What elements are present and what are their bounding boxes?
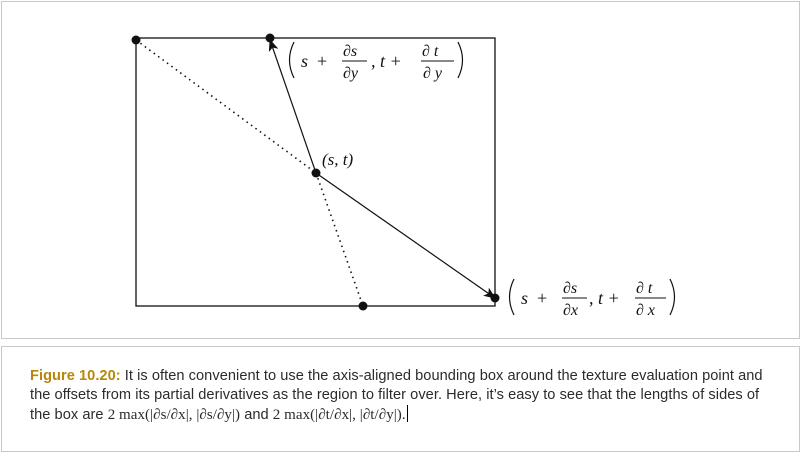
point-dx-end bbox=[490, 293, 500, 303]
label-right-num2: ∂ t bbox=[636, 280, 653, 297]
caption-and-text: and bbox=[244, 407, 269, 423]
label-top-num2: ∂ t bbox=[422, 43, 439, 60]
paren-left-top bbox=[288, 41, 295, 79]
label-top-formula: s + ∂s ∂y , t + ∂ t ∂ y bbox=[288, 41, 464, 82]
label-top-comma-t: , t + bbox=[371, 51, 402, 71]
point-bottom-edge bbox=[358, 301, 368, 311]
bounding-box-diagram: (s, t) s + ∂s ∂y , t + ∂ t ∂ y s + ∂s ∂x… bbox=[131, 33, 676, 319]
corner-point-top-left bbox=[131, 35, 141, 45]
arrow-dx bbox=[315, 172, 496, 299]
paren-left-right bbox=[508, 278, 515, 316]
label-right-s: s bbox=[521, 288, 528, 308]
label-right-plus: + bbox=[537, 288, 547, 308]
label-right-den2: ∂ x bbox=[636, 302, 655, 319]
point-dy-end bbox=[265, 33, 275, 43]
label-right-formula: s + ∂s ∂x , t + ∂ t ∂ x bbox=[508, 278, 676, 319]
label-top-den1: ∂y bbox=[343, 65, 359, 82]
bounding-box-rect bbox=[135, 37, 496, 307]
caption-math-t-extent: 2 max(|∂t/∂x|, |∂t/∂y|). bbox=[272, 407, 406, 423]
caption-math-s-extent: 2 max(|∂s/∂x|, |∂s/∂y|) bbox=[107, 407, 241, 423]
label-top-num1: ∂s bbox=[343, 43, 357, 60]
paren-right-right bbox=[669, 278, 676, 316]
dotted-line-lower bbox=[315, 172, 364, 307]
label-right-num1: ∂s bbox=[563, 280, 577, 297]
label-right-comma-t: , t + bbox=[589, 288, 620, 308]
figure-label: Figure 10.20: bbox=[30, 368, 121, 384]
label-right-den1: ∂x bbox=[563, 302, 578, 319]
paren-right-top bbox=[457, 41, 464, 79]
text-cursor bbox=[406, 405, 408, 422]
arrow-dy bbox=[268, 39, 317, 174]
caption-panel: Figure 10.20: It is often convenient to … bbox=[1, 346, 800, 452]
label-center: (s, t) bbox=[322, 150, 354, 169]
figure-panel: (s, t) s + ∂s ∂y , t + ∂ t ∂ y s + ∂s ∂x… bbox=[1, 1, 800, 339]
figure-caption: Figure 10.20: It is often convenient to … bbox=[30, 367, 780, 425]
label-top-s: s bbox=[301, 51, 308, 71]
label-top-plus: + bbox=[317, 51, 327, 71]
caption-body-text: It is often convenient to use the axis-a… bbox=[30, 368, 763, 423]
label-top-den2: ∂ y bbox=[423, 65, 443, 82]
center-point bbox=[311, 168, 321, 178]
